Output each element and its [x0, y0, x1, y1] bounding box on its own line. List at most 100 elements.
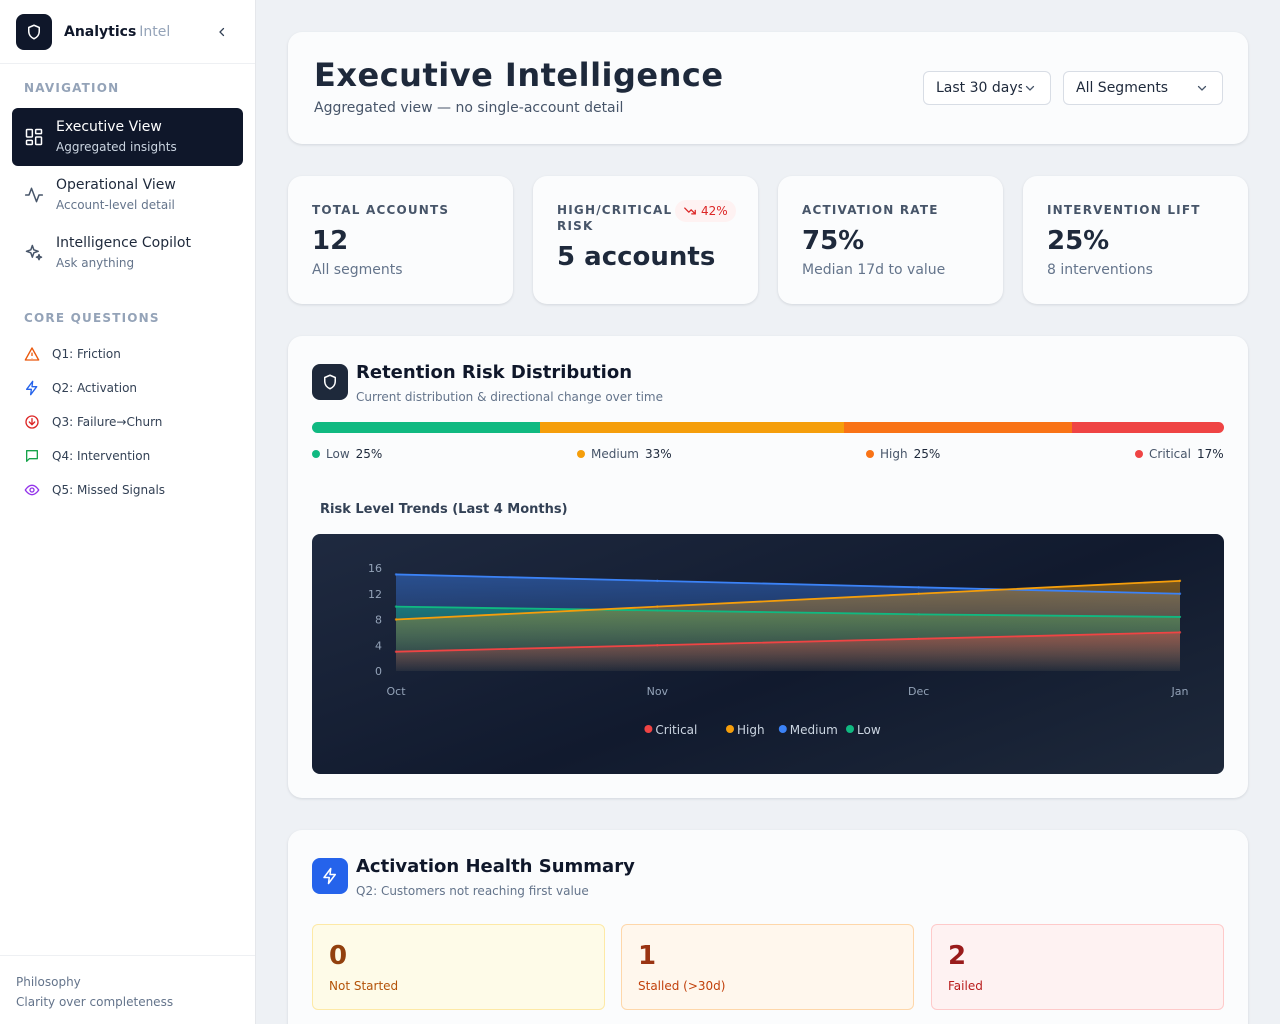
distribution-segment-low	[312, 422, 540, 433]
kpi-badge-value: 42%	[701, 204, 728, 218]
legend-label: High	[737, 723, 765, 737]
legend-dot	[312, 450, 320, 458]
legend-label: Low	[326, 447, 350, 461]
kpi-card-high-critical-risk: HIGH/CRITICAL RISK 42% 5 accounts	[533, 176, 758, 304]
question-label: Q4: Intervention	[52, 449, 151, 463]
section-subtitle: Q2: Customers not reaching first value	[356, 884, 589, 898]
question-item-intervention[interactable]: Q4: Intervention	[24, 446, 150, 466]
question-label: Q3: Failure→Churn	[52, 415, 163, 429]
legend-pct: 25%	[355, 447, 383, 461]
point-high	[917, 592, 920, 595]
page-subtitle: Aggregated view — no single-account deta…	[314, 100, 624, 116]
point-medium	[656, 579, 659, 583]
shield-icon	[312, 364, 348, 400]
chevron-down-icon	[1196, 82, 1208, 98]
sparkles-icon	[24, 243, 44, 263]
lightning-icon	[312, 858, 348, 894]
activation-tile-not-started[interactable]: 0 Not Started	[312, 924, 605, 1010]
nav-item-title: Executive View	[56, 119, 162, 135]
point-high	[656, 605, 659, 608]
y-tick-label: 0	[375, 665, 382, 678]
nav-item-executive-view[interactable]: Executive View Aggregated insights	[12, 108, 243, 166]
point-low	[394, 605, 398, 608]
legend-dot	[778, 725, 787, 733]
distribution-legend-critical: Critical 17%	[1135, 446, 1224, 462]
app-name-main: Analytics	[64, 23, 137, 40]
kpi-foot: 8 interventions	[1047, 262, 1153, 278]
trending-down-icon	[684, 207, 696, 215]
question-item-failure-churn[interactable]: Q3: Failure→Churn	[24, 412, 162, 432]
point-low	[917, 613, 920, 616]
page-header: Executive Intelligence Aggregated view —…	[288, 32, 1248, 144]
question-item-friction[interactable]: Q1: Friction	[24, 344, 121, 364]
point-low	[656, 609, 659, 612]
x-tick-label: Nov	[647, 685, 669, 698]
chevron-left-icon[interactable]	[212, 22, 232, 42]
y-tick-label: 8	[375, 614, 382, 627]
activation-tile-failed[interactable]: 2 Failed	[931, 924, 1224, 1010]
line-critical	[395, 631, 1181, 653]
trend-chart-svg: 0 4 8 12 16 Oct Nov Dec Jan Critical High Medium L…	[368, 562, 1189, 737]
legend-dot	[644, 725, 653, 733]
message-square-icon	[24, 448, 40, 464]
section-subtitle: Current distribution & directional chang…	[356, 390, 664, 404]
sidebar: Analytics Intel NAVIGATION Executive View…	[0, 0, 256, 1024]
kpi-label: HIGH/CRITICAL RISK	[557, 203, 673, 233]
section-title: Retention Risk Distribution	[356, 362, 633, 383]
dashboard-grid-icon	[24, 127, 44, 147]
point-low	[1178, 615, 1182, 619]
legend-pct: 25%	[913, 447, 941, 461]
period-select[interactable]: Last 30 days	[923, 71, 1051, 105]
kpi-card-total-accounts: TOTAL ACCOUNTS 12 All segments	[288, 176, 513, 304]
chevron-down-icon	[1022, 82, 1036, 98]
distribution-segment-high	[843, 422, 1072, 433]
kpi-foot: Median 17d to value	[802, 262, 946, 278]
point-medium	[917, 586, 920, 589]
distribution-legend-high: High 25%	[866, 446, 940, 462]
tile-label: Not Started	[329, 979, 399, 993]
arrow-down-circle-icon	[24, 414, 40, 430]
point-high	[1178, 579, 1182, 583]
question-label: Q1: Friction	[52, 347, 121, 361]
legend-label: Critical	[1149, 447, 1191, 461]
segment-select-value: All Segments	[1076, 80, 1169, 96]
area-critical	[396, 632, 1180, 671]
kpi-label: TOTAL ACCOUNTS	[312, 203, 450, 217]
tile-value: 2	[948, 941, 967, 971]
y-tick-label: 4	[375, 639, 382, 652]
nav-item-intelligence-copilot[interactable]: Intelligence Copilot Ask anything	[12, 224, 243, 282]
question-item-activation[interactable]: Q2: Activation	[24, 378, 137, 398]
risk-trend-chart: 0 4 8 12 16 Oct Nov Dec Jan Critical High Medium L…	[312, 534, 1224, 774]
line-high	[395, 579, 1181, 621]
legend-label: High	[880, 447, 908, 461]
warning-triangle-icon	[24, 346, 40, 362]
question-item-missed-signals[interactable]: Q5: Missed Signals	[24, 480, 165, 500]
segment-select[interactable]: All Segments	[1063, 71, 1223, 105]
tile-value: 1	[638, 941, 657, 971]
eye-icon	[24, 482, 40, 498]
legend-dot	[1135, 450, 1143, 458]
point-medium	[394, 573, 398, 576]
x-tick-label: Oct	[386, 685, 406, 698]
tile-label: Stalled (>30d)	[638, 979, 726, 993]
x-tick-label: Jan	[1171, 685, 1189, 698]
tile-value: 0	[329, 941, 348, 971]
kpi-foot: All segments	[312, 262, 403, 278]
question-label: Q2: Activation	[52, 381, 138, 395]
kpi-value: 75%	[802, 226, 865, 256]
point-critical	[656, 644, 659, 647]
distribution-legend-medium: Medium 33%	[577, 446, 672, 462]
kpi-label: ACTIVATION RATE	[802, 203, 939, 217]
risk-distribution-bar	[312, 422, 1224, 433]
legend-pct: 17%	[1196, 447, 1224, 461]
nav-heading: NAVIGATION	[24, 81, 120, 95]
activation-tile-stalled[interactable]: 1 Stalled (>30d)	[621, 924, 914, 1010]
activity-pulse-icon	[24, 185, 44, 205]
nav-item-title: Intelligence Copilot	[56, 235, 191, 251]
page-title: Executive Intelligence	[314, 56, 724, 94]
kpi-card-activation-rate: ACTIVATION RATE 75% Median 17d to value	[778, 176, 1003, 304]
point-medium	[1178, 592, 1182, 595]
nav-item-operational-view[interactable]: Operational View Account-level detail	[12, 166, 243, 224]
y-tick-label: 16	[368, 562, 382, 575]
kpi-value: 25%	[1047, 226, 1110, 256]
